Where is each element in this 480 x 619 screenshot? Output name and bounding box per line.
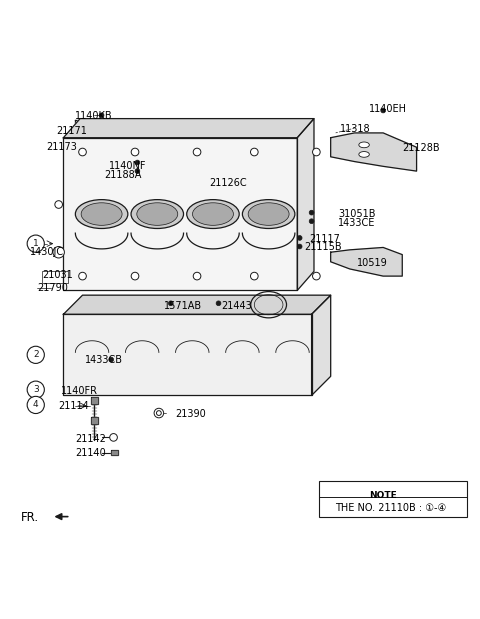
Circle shape <box>99 113 104 118</box>
Circle shape <box>53 246 64 258</box>
Text: 1140NF: 1140NF <box>109 162 146 171</box>
Circle shape <box>309 210 314 215</box>
Polygon shape <box>63 137 297 290</box>
Text: 4: 4 <box>33 400 38 409</box>
Circle shape <box>131 148 139 156</box>
Ellipse shape <box>248 203 289 225</box>
Circle shape <box>312 148 320 156</box>
Circle shape <box>216 301 221 306</box>
Circle shape <box>193 148 201 156</box>
Circle shape <box>297 236 302 240</box>
Circle shape <box>27 396 44 413</box>
Text: 1433CE: 1433CE <box>338 218 375 228</box>
Ellipse shape <box>192 203 233 225</box>
Text: 21171: 21171 <box>56 126 87 136</box>
Polygon shape <box>312 295 331 396</box>
Ellipse shape <box>187 199 239 228</box>
Ellipse shape <box>131 199 183 228</box>
Circle shape <box>381 108 385 113</box>
Text: 1571AB: 1571AB <box>164 301 202 311</box>
Text: NOTE: NOTE <box>369 491 396 500</box>
Text: 1430JC: 1430JC <box>30 247 64 258</box>
Circle shape <box>27 346 44 363</box>
Circle shape <box>110 433 117 441</box>
Text: 2: 2 <box>33 350 38 360</box>
Text: 1: 1 <box>33 239 38 248</box>
Text: 1433CB: 1433CB <box>85 355 123 365</box>
Circle shape <box>135 169 140 173</box>
Circle shape <box>131 272 139 280</box>
Circle shape <box>135 160 140 165</box>
Circle shape <box>193 272 201 280</box>
Circle shape <box>55 201 62 209</box>
Text: 21115B: 21115B <box>304 243 342 253</box>
Ellipse shape <box>81 203 122 225</box>
Circle shape <box>297 244 302 249</box>
Text: 21031: 21031 <box>42 270 72 280</box>
Text: 21188A: 21188A <box>104 170 142 180</box>
Ellipse shape <box>359 142 369 148</box>
Circle shape <box>309 219 314 223</box>
Text: 31051B: 31051B <box>338 209 375 219</box>
Circle shape <box>154 409 164 418</box>
Polygon shape <box>111 450 118 455</box>
Ellipse shape <box>137 203 178 225</box>
Text: 21128B: 21128B <box>402 143 440 153</box>
Polygon shape <box>297 119 314 290</box>
Circle shape <box>251 148 258 156</box>
Text: 1140KB: 1140KB <box>75 111 113 121</box>
Text: 10519: 10519 <box>357 258 388 268</box>
Text: 1140EH: 1140EH <box>369 104 407 114</box>
Circle shape <box>168 301 173 306</box>
Circle shape <box>312 272 320 280</box>
Polygon shape <box>63 295 331 314</box>
Bar <box>42 271 68 284</box>
Text: 11318: 11318 <box>340 124 371 134</box>
Text: 21173: 21173 <box>47 142 78 152</box>
Text: 21790: 21790 <box>37 283 68 293</box>
Polygon shape <box>63 119 314 137</box>
Polygon shape <box>331 248 402 276</box>
Text: 21443: 21443 <box>221 301 252 311</box>
Circle shape <box>109 357 114 362</box>
Polygon shape <box>63 314 312 396</box>
Ellipse shape <box>359 152 369 157</box>
Polygon shape <box>91 397 98 404</box>
Circle shape <box>27 235 44 252</box>
Polygon shape <box>75 119 271 136</box>
Text: 21142: 21142 <box>75 435 106 444</box>
Circle shape <box>79 272 86 280</box>
Text: THE NO. 21110B : ①-④: THE NO. 21110B : ①-④ <box>336 503 447 513</box>
Text: 21390: 21390 <box>176 409 206 418</box>
Ellipse shape <box>75 199 128 228</box>
Polygon shape <box>331 133 417 171</box>
Text: 21114: 21114 <box>59 401 89 411</box>
Text: 3: 3 <box>33 385 38 394</box>
Text: 21126C: 21126C <box>209 178 247 188</box>
Circle shape <box>156 410 161 415</box>
Circle shape <box>251 272 258 280</box>
Ellipse shape <box>242 199 295 228</box>
Text: 21140: 21140 <box>75 448 106 457</box>
Circle shape <box>27 381 44 398</box>
Text: 21117: 21117 <box>309 234 340 244</box>
Circle shape <box>79 148 86 156</box>
Text: FR.: FR. <box>21 511 38 524</box>
Text: 1140FR: 1140FR <box>61 386 98 396</box>
Polygon shape <box>91 417 98 424</box>
